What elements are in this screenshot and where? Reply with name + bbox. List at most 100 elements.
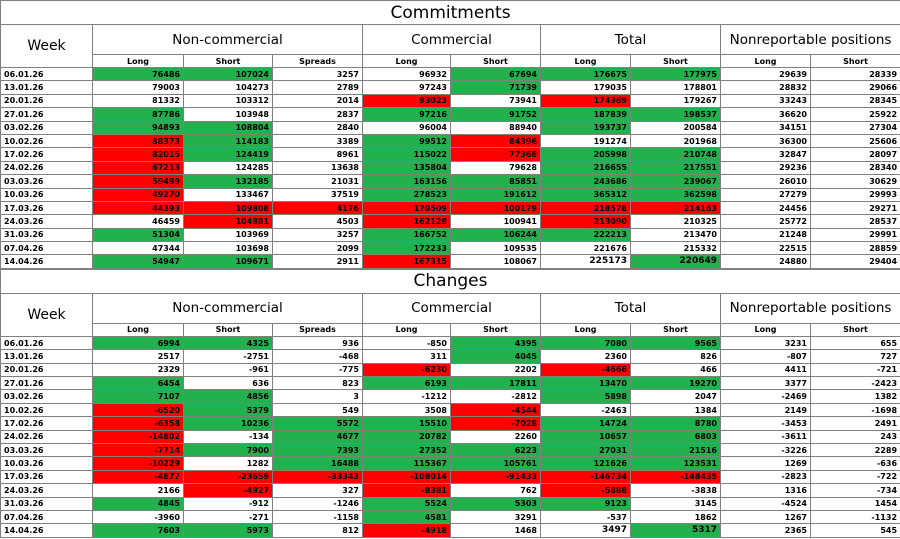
value-cell: 210325 [630, 214, 721, 229]
value-cell: -148435 [630, 469, 721, 485]
value-cell: 8780 [630, 416, 721, 431]
data-row: 17.02.26 82015 124419 8961 115022 77368 205998… [0, 147, 900, 162]
week-cell: 03.03.26 [0, 174, 93, 189]
value-cell: 201968 [630, 133, 721, 149]
subheader: Long [540, 322, 631, 337]
week-cell: 07.04.26 [0, 241, 93, 256]
value-cell: 54947 [92, 254, 184, 269]
value-cell: 170509 [362, 200, 451, 216]
value-cell: 100941 [450, 214, 541, 229]
value-cell: 1384 [630, 402, 721, 418]
value-cell: 812 [272, 523, 363, 538]
value-cell: 179267 [630, 93, 721, 109]
value-cell: 3231 [720, 335, 811, 351]
table-title: Changes [0, 268, 900, 294]
value-cell: -4666 [540, 362, 631, 378]
value-cell: 6454 [92, 376, 184, 391]
value-cell: -2812 [450, 389, 541, 404]
subheader: Short [630, 54, 721, 68]
value-cell: 24456 [720, 200, 811, 216]
value-cell: 108067 [450, 254, 541, 269]
value-cell: -4524 [720, 496, 811, 511]
value-cell: 2840 [272, 120, 363, 135]
data-row: 24.02.26 67213 124285 13638 135804 79628 21665… [0, 160, 900, 176]
data-row: 24.03.26 2166 -4927 327 -8381 762 -5888 -3838 13… [0, 483, 900, 498]
value-cell: 36620 [720, 107, 811, 122]
value-cell: 655 [809, 335, 900, 351]
value-cell: 99512 [362, 133, 451, 149]
value-cell: 79003 [92, 80, 184, 95]
value-cell: -1246 [272, 496, 363, 511]
value-cell: 28340 [809, 160, 900, 176]
group-header: Total [540, 24, 721, 55]
week-cell: 31.03.26 [0, 227, 93, 243]
week-cell: 17.03.26 [0, 469, 93, 485]
value-cell: 243 [809, 429, 900, 444]
value-cell: 26010 [720, 174, 811, 189]
data-row: 27.01.26 87786 103948 2837 97216 91752 187839 1… [0, 107, 900, 122]
value-cell: 2099 [272, 241, 363, 256]
value-cell: 1282 [183, 456, 273, 471]
value-cell: 3508 [362, 402, 451, 418]
value-cell: -14802 [92, 429, 184, 444]
value-cell: -537 [540, 509, 631, 525]
value-cell: 104881 [183, 214, 273, 229]
week-cell: 24.03.26 [0, 214, 93, 229]
value-cell: 124285 [183, 160, 273, 176]
value-cell: 73941 [450, 93, 541, 109]
data-row: 10.02.26 88373 114183 3389 99512 84396 191274 2… [0, 133, 900, 149]
data-row: 03.03.26 59499 132185 21031 163156 85851 24368… [0, 174, 900, 189]
subheader: Short [183, 322, 273, 337]
week-cell: 14.04.26 [0, 254, 93, 269]
value-cell: 49270 [92, 187, 184, 202]
value-cell: 213470 [630, 227, 721, 243]
value-cell: 114183 [183, 133, 273, 149]
value-cell: -4877 [92, 469, 184, 485]
value-cell: 13638 [272, 160, 363, 176]
subheader: Short [630, 322, 721, 337]
data-row: 06.01.26 6994 4325 936 -850 4395 7080 9565 3231 6… [0, 335, 900, 351]
value-cell: 67213 [92, 160, 184, 176]
value-cell: 103312 [183, 93, 273, 109]
value-cell: 28345 [809, 93, 900, 109]
value-cell: 1862 [630, 509, 721, 525]
value-cell: -636 [809, 456, 900, 471]
value-cell: 7900 [183, 442, 273, 458]
data-row: 03.02.26 7107 4856 3 -1212 -2812 5898 2047 -2469… [0, 389, 900, 404]
value-cell: -8381 [362, 483, 451, 498]
value-cell: 1382 [809, 389, 900, 404]
value-cell: 5317 [630, 523, 721, 538]
value-cell: 19270 [630, 376, 721, 391]
value-cell: 29236 [720, 160, 811, 176]
value-cell: 20782 [362, 429, 451, 444]
value-cell: 216655 [540, 160, 631, 176]
data-row: 24.03.26 46459 104881 4503 162128 100941 21309… [0, 214, 900, 229]
value-cell: 5973 [183, 523, 273, 538]
subheader: Short [450, 54, 541, 68]
value-cell: -3226 [720, 442, 811, 458]
value-cell: -4544 [450, 402, 541, 418]
value-cell: -468 [272, 349, 363, 364]
value-cell: 2202 [450, 362, 541, 378]
data-row: 14.04.26 54947 109671 2911 167315 108067 22517… [0, 254, 900, 269]
value-cell: 17811 [450, 376, 541, 391]
value-cell: 243686 [540, 174, 631, 189]
value-cell: -4918 [362, 523, 451, 538]
value-cell: -775 [272, 362, 363, 378]
value-cell: 176675 [540, 66, 631, 82]
value-cell: 71739 [450, 80, 541, 95]
value-cell: -2751 [183, 349, 273, 364]
value-cell: -271 [183, 509, 273, 525]
value-cell: 762 [450, 483, 541, 498]
value-cell: 88940 [450, 120, 541, 135]
value-cell: 25606 [809, 133, 900, 149]
value-cell: 46459 [92, 214, 184, 229]
value-cell: 34151 [720, 120, 811, 135]
group-header: Nonreportable positions [719, 292, 900, 324]
value-cell: 1454 [809, 496, 900, 511]
value-cell: -134 [183, 429, 273, 444]
value-cell: 4677 [272, 429, 363, 444]
week-cell: 13.01.26 [0, 80, 93, 95]
value-cell: 44393 [92, 200, 184, 216]
value-cell: 36300 [720, 133, 811, 149]
